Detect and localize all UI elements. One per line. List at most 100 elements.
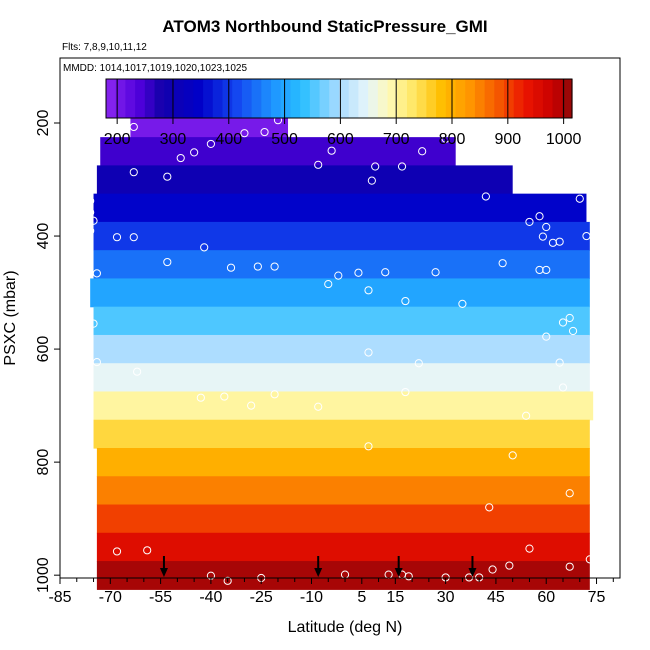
colorbar-segment xyxy=(339,79,350,118)
data-point xyxy=(568,326,578,336)
data-point xyxy=(418,147,427,156)
data-point xyxy=(86,208,95,217)
colorbar-segment xyxy=(542,79,554,118)
data-point xyxy=(538,232,547,241)
data-point xyxy=(270,390,279,399)
data-point xyxy=(431,268,440,277)
colorbar-segment xyxy=(222,79,233,118)
colorbar-segment xyxy=(397,79,408,118)
x-tick-label: -85 xyxy=(48,589,71,606)
colorbar-segment xyxy=(436,79,447,118)
heatmap-band xyxy=(90,278,590,308)
colorbar-segment xyxy=(484,79,495,118)
colorbar-segment xyxy=(290,79,301,118)
data-point xyxy=(176,153,185,163)
y-axis-label: PSXC (mbar) xyxy=(2,270,19,365)
colorbar-segment xyxy=(251,79,262,118)
data-point xyxy=(163,257,172,267)
colorbar-tick-label: 200 xyxy=(104,131,131,148)
data-point xyxy=(89,216,98,225)
data-point xyxy=(260,127,269,137)
data-point xyxy=(314,402,323,411)
flight-marker-head xyxy=(159,568,168,577)
data-point xyxy=(441,134,450,143)
data-point xyxy=(522,411,531,420)
colorbar-segment xyxy=(309,79,321,118)
data-point xyxy=(223,576,232,585)
x-tick-label: -40 xyxy=(199,589,222,606)
data-point xyxy=(92,357,101,367)
heatmap-band xyxy=(93,306,590,336)
flight-marker-head xyxy=(468,568,477,577)
colorbar-segment xyxy=(348,79,360,118)
heatmap-band xyxy=(96,448,590,477)
data-point xyxy=(270,262,279,271)
colorbar-segment xyxy=(562,79,573,118)
data-point xyxy=(371,162,380,171)
data-point xyxy=(535,212,544,221)
colorbar-segment xyxy=(416,79,427,118)
colorbar-tick-label: 800 xyxy=(439,131,466,148)
data-point xyxy=(381,268,390,277)
colorbar-segment xyxy=(455,79,466,118)
data-point xyxy=(314,160,323,169)
data-point xyxy=(112,547,122,556)
data-point xyxy=(133,367,142,376)
heatmap-band xyxy=(96,504,590,534)
x-tick-label: 5 xyxy=(357,589,366,606)
colorbar-segment xyxy=(329,79,340,118)
data-point xyxy=(196,393,205,402)
colorbar-segment xyxy=(271,79,282,118)
x-axis-label: Latitude (deg N) xyxy=(288,619,403,636)
data-point xyxy=(558,383,568,392)
data-point xyxy=(582,231,591,241)
heatmap-band xyxy=(96,165,513,195)
heatmap-band xyxy=(93,363,590,393)
data-point xyxy=(548,238,558,247)
colorbar-segment xyxy=(241,79,253,118)
y-tick-label: 1000 xyxy=(35,557,52,593)
data-point xyxy=(558,318,568,327)
data-point xyxy=(404,572,413,581)
data-point xyxy=(163,172,172,181)
colorbar-segment xyxy=(319,79,330,118)
heatmap-band xyxy=(96,476,590,506)
data-point xyxy=(226,263,236,272)
data-point xyxy=(505,561,514,570)
data-point xyxy=(129,233,138,242)
flight-marker-head xyxy=(394,568,403,577)
data-point xyxy=(200,243,209,252)
data-point xyxy=(89,319,98,328)
x-tick-label: -55 xyxy=(149,589,172,606)
colorbar-segment xyxy=(358,79,369,118)
flights-label: Flts: 7,8,9,10,11,12 xyxy=(62,42,147,53)
colorbar-tick-label: 700 xyxy=(383,131,410,148)
colorbar-segment xyxy=(183,79,194,118)
data-point xyxy=(565,562,574,571)
dates-label: MMDD: 1014,1017,1019,1020,1023,1025 xyxy=(63,63,247,74)
colorbar-segment xyxy=(261,79,272,118)
data-point xyxy=(481,192,490,201)
colorbar-segment xyxy=(173,79,185,118)
colorbar-segment xyxy=(513,79,525,118)
colorbar-segment xyxy=(552,79,563,118)
x-tick-label: 75 xyxy=(588,589,606,606)
colorbar-segment xyxy=(106,79,117,118)
colorbar-segment xyxy=(523,79,534,118)
data-point xyxy=(401,296,410,306)
y-tick-label: 600 xyxy=(35,336,52,363)
x-tick-label: -25 xyxy=(250,589,273,606)
data-point xyxy=(253,262,262,271)
data-point xyxy=(327,146,336,155)
data-point xyxy=(247,401,256,410)
colorbar-segment xyxy=(144,79,156,118)
colorbar-segment xyxy=(203,79,214,118)
data-point xyxy=(190,148,199,157)
y-tick-label: 800 xyxy=(35,449,52,476)
colorbar-tick-label: 500 xyxy=(271,131,298,148)
data-point xyxy=(555,358,564,367)
data-point xyxy=(220,392,229,401)
data-point xyxy=(498,259,507,268)
colorbar-segment xyxy=(445,79,457,118)
colorbar-segment xyxy=(533,79,544,118)
